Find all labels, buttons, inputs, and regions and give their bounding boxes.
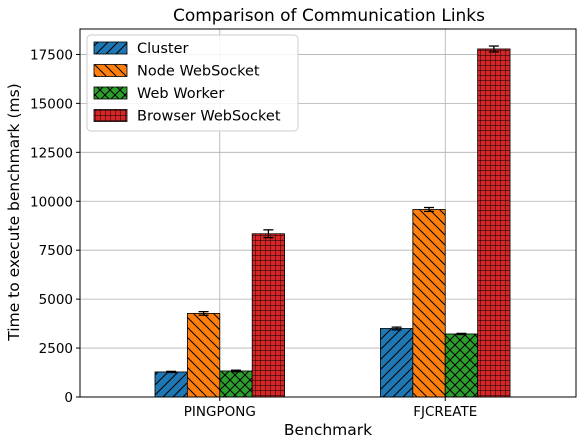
bar: [477, 48, 511, 398]
legend-label: Web Worker: [137, 86, 224, 102]
x-axis-label: Benchmark: [284, 421, 372, 439]
legend-label: Cluster: [137, 41, 189, 57]
bar: [251, 233, 285, 398]
bar: [380, 328, 414, 398]
y-tick-label: 17500: [30, 47, 73, 63]
x-tick-label: FJCREATE: [413, 404, 477, 420]
error-bars: [166, 45, 499, 374]
legend: Cluster Node WebSocket Web Worker Browser W…: [86, 34, 299, 132]
bar: [444, 333, 479, 398]
y-tick-label: 7500: [39, 243, 73, 259]
bar: [219, 370, 253, 398]
y-tick-label: 15000: [30, 96, 73, 112]
bar: [412, 209, 446, 398]
x-axis: PINGPONG FJCREATE: [184, 397, 477, 420]
bars: [154, 48, 511, 398]
y-tick-label: 5000: [39, 292, 73, 308]
legend-swatch: [93, 109, 128, 122]
y-axis: 0 2500 5000 7500 10000 12500 15000 17500: [30, 47, 80, 406]
legend-label: Browser WebSocket: [137, 109, 281, 125]
legend-swatch: [93, 41, 128, 55]
plot-frame: [79, 28, 577, 398]
y-tick-label: 2500: [39, 341, 73, 357]
legend-box: [86, 34, 299, 132]
y-tick-label: 0: [64, 390, 73, 406]
y-axis-label: Time to execute benchmark (ms): [5, 83, 23, 341]
bar: [154, 371, 188, 398]
chart-title: Comparison of Communication Links: [173, 6, 485, 26]
legend-label: Node WebSocket: [137, 64, 260, 80]
y-tick-label: 10000: [30, 194, 73, 210]
bar: [186, 313, 221, 398]
legend-swatch: [93, 86, 128, 100]
x-tick-label: PINGPONG: [184, 404, 256, 420]
y-tick-label: 12500: [30, 145, 73, 161]
legend-swatch: [93, 64, 128, 77]
